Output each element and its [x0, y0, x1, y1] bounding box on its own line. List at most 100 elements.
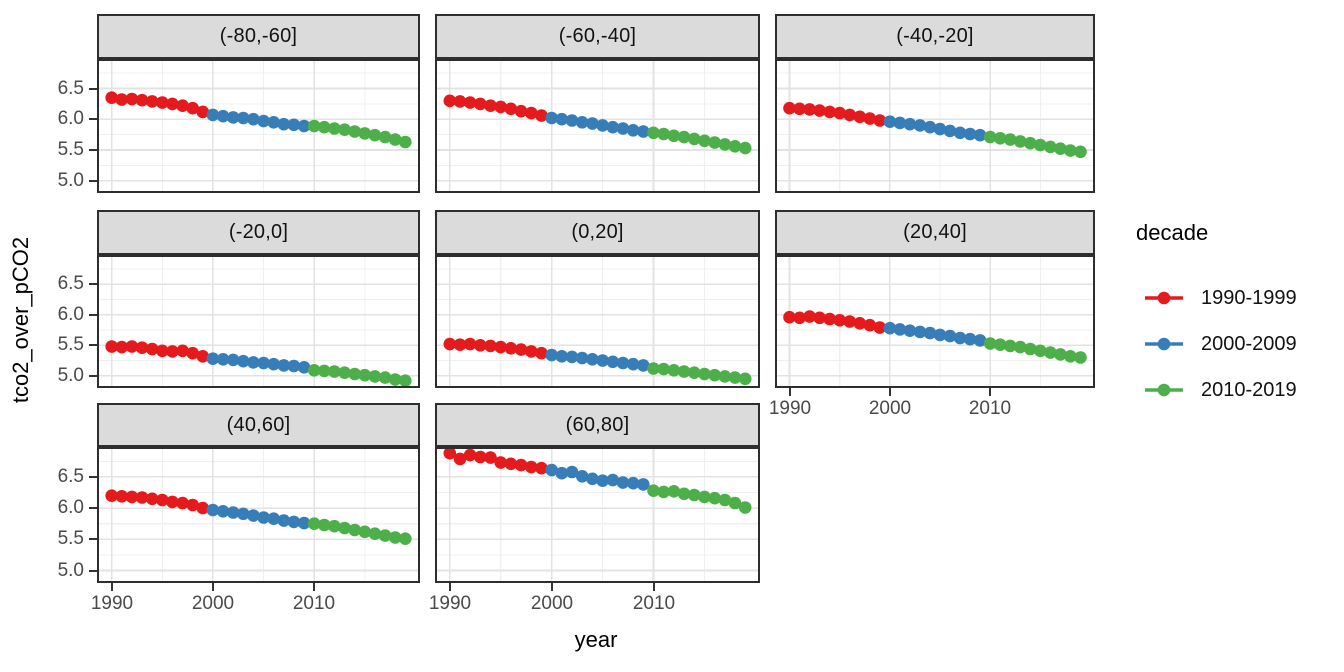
- facet-panel: [435, 447, 760, 583]
- facet-panel: [97, 447, 420, 583]
- y-tick-label: 6.0: [57, 304, 84, 325]
- panel-border: [775, 255, 1095, 388]
- facet-strip-label: (-40,-20]: [896, 25, 974, 47]
- y-tick-label: 5.5: [57, 528, 84, 549]
- x-axis-title: year: [574, 627, 618, 652]
- legend-entry-label: 2010-2019: [1201, 378, 1297, 401]
- x-tick-label: 2010: [968, 398, 1012, 419]
- y-tick-label: 6.0: [57, 497, 84, 518]
- facet-strip-label: (20,40]: [903, 221, 967, 243]
- legend: decade 1990-1999 2000-2009 2010-2019: [1128, 210, 1344, 420]
- legend-entry-label: 2000-2009: [1201, 332, 1297, 355]
- facet-strip-label: (40,60]: [226, 413, 291, 436]
- panel-border: [435, 59, 760, 193]
- facet-panel: [775, 255, 1095, 388]
- facet-panel: [435, 59, 760, 193]
- x-tick-mark: [989, 388, 991, 396]
- facet-panel: [97, 255, 420, 388]
- facet-strip-label: (-80,-60]: [219, 25, 298, 47]
- panel-border: [435, 447, 760, 583]
- facet-panel: [775, 59, 1095, 193]
- y-tick-mark: [89, 507, 97, 509]
- facet-strip: (-60,-40]: [435, 14, 760, 59]
- facet-strip-label: (-60,-40]: [558, 25, 637, 47]
- x-tick-mark: [212, 583, 214, 591]
- facet-panel: [435, 255, 760, 388]
- legend-entry: 2000-2009: [1144, 330, 1297, 358]
- y-tick-label: 6.5: [57, 78, 84, 99]
- legend-entry: 1990-1999: [1144, 284, 1297, 312]
- x-tick-label: 2000: [191, 593, 235, 614]
- x-tick-mark: [449, 583, 451, 591]
- y-tick-mark: [89, 314, 97, 316]
- facet-strip-label: (60,80]: [565, 413, 630, 436]
- x-tick-label: 1990: [90, 593, 134, 614]
- x-tick-mark: [889, 388, 891, 396]
- y-tick-label: 5.0: [57, 170, 84, 191]
- y-tick-mark: [89, 88, 97, 90]
- facet-strip: (-40,-20]: [775, 14, 1095, 59]
- facet-strip: (-20,0]: [97, 210, 420, 255]
- x-tick-label: 2010: [632, 593, 676, 614]
- y-tick-label: 5.5: [57, 139, 84, 160]
- legend-entry-label: 1990-1999: [1201, 286, 1297, 309]
- panel-border: [97, 255, 420, 388]
- x-tick-label: 1990: [428, 593, 472, 614]
- data-points-group: [443, 447, 752, 514]
- legend-key-icon: [1145, 383, 1183, 397]
- x-tick-label: 2000: [868, 398, 912, 419]
- data-points-group: [105, 91, 412, 149]
- facet-strip-label: (-20,0]: [228, 221, 289, 243]
- data-points-group: [783, 310, 1087, 364]
- y-tick-label: 5.0: [57, 365, 84, 386]
- facet-panel: [97, 59, 420, 193]
- facet-strip: (0,20]: [435, 210, 760, 255]
- panel-border: [97, 59, 420, 193]
- y-tick-mark: [89, 375, 97, 377]
- gridlines: [97, 255, 420, 388]
- data-points-group: [105, 489, 412, 545]
- x-tick-mark: [111, 583, 113, 591]
- y-tick-mark: [89, 538, 97, 540]
- data-points-group: [443, 337, 752, 386]
- x-tick-label: 2000: [530, 593, 574, 614]
- facet-strip: (20,40]: [775, 210, 1095, 255]
- data-points-group: [783, 101, 1087, 159]
- gridlines: [97, 59, 420, 193]
- gridlines: [435, 59, 760, 193]
- y-tick-mark: [89, 118, 97, 120]
- x-tick-mark: [789, 388, 791, 396]
- legend-key-icon: [1145, 337, 1183, 351]
- y-tick-label: 6.0: [57, 108, 84, 129]
- legend-entry: 2010-2019: [1144, 376, 1297, 404]
- x-tick-mark: [313, 583, 315, 591]
- y-tick-label: 5.5: [57, 334, 84, 355]
- y-tick-label: 6.5: [57, 273, 84, 294]
- panel-border: [435, 255, 760, 388]
- legend-key-icon: [1145, 291, 1183, 305]
- data-points-group: [443, 94, 752, 155]
- x-tick-mark: [551, 583, 553, 591]
- y-tick-label: 5.0: [57, 560, 84, 581]
- gridlines: [97, 447, 420, 583]
- legend-title: decade: [1136, 220, 1209, 245]
- facet-strip: (60,80]: [435, 403, 760, 447]
- y-tick-mark: [89, 149, 97, 151]
- data-points-group: [105, 340, 412, 387]
- gridlines: [435, 255, 760, 388]
- y-tick-mark: [89, 476, 97, 478]
- x-tick-mark: [653, 583, 655, 591]
- y-tick-mark: [89, 344, 97, 346]
- facet-strip: (40,60]: [97, 403, 420, 447]
- facet-strip: (-80,-60]: [97, 14, 420, 59]
- y-tick-mark: [89, 283, 97, 285]
- x-tick-label: 2010: [292, 593, 336, 614]
- x-tick-label: 1990: [768, 398, 812, 419]
- gridlines: [435, 447, 760, 583]
- y-tick-mark: [89, 570, 97, 572]
- panel-border: [97, 447, 420, 583]
- y-tick-label: 6.5: [57, 466, 84, 487]
- y-axis-title: tco2_over_pCO2: [8, 236, 33, 404]
- y-tick-mark: [89, 180, 97, 182]
